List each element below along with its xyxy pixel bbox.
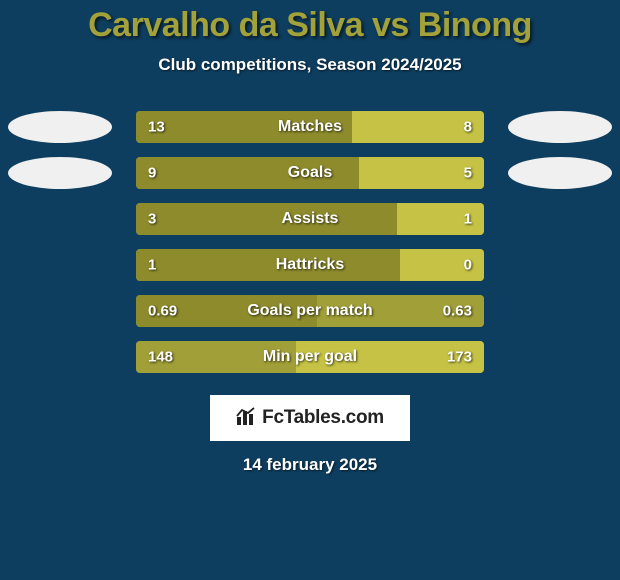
logo-text: FcTables.com <box>262 407 384 429</box>
content: Carvalho da Silva vs Binong Club competi… <box>0 0 620 580</box>
bar-track: 148173Min per goal <box>136 341 484 373</box>
bar-left <box>136 111 352 143</box>
value-right: 0 <box>464 257 472 274</box>
value-left: 0.69 <box>148 303 177 320</box>
value-right: 0.63 <box>443 303 472 320</box>
bar-track: 95Goals <box>136 157 484 189</box>
page-subtitle: Club competitions, Season 2024/2025 <box>158 55 461 75</box>
value-left: 9 <box>148 165 156 182</box>
comparison-chart: 138Matches95Goals31Assists10Hattricks0.6… <box>0 111 620 387</box>
stat-row: 0.690.63Goals per match <box>0 295 620 327</box>
avatar-left <box>8 111 112 143</box>
footer-date: 14 february 2025 <box>243 455 377 475</box>
page-title: Carvalho da Silva vs Binong <box>88 6 532 45</box>
value-left: 1 <box>148 257 156 274</box>
bar-track: 10Hattricks <box>136 249 484 281</box>
bar-left <box>136 249 400 281</box>
bar-track: 0.690.63Goals per match <box>136 295 484 327</box>
value-right: 8 <box>464 119 472 136</box>
stat-row: 31Assists <box>0 203 620 235</box>
value-right: 1 <box>464 211 472 228</box>
avatar-right <box>508 157 612 189</box>
bar-left <box>136 203 397 235</box>
avatar-right <box>508 111 612 143</box>
value-left: 148 <box>148 349 173 366</box>
bar-left <box>136 157 359 189</box>
bar-track: 31Assists <box>136 203 484 235</box>
stat-row: 148173Min per goal <box>0 341 620 373</box>
stat-row: 95Goals <box>0 157 620 189</box>
stat-row: 138Matches <box>0 111 620 143</box>
value-right: 173 <box>447 349 472 366</box>
bars-icon <box>236 407 258 430</box>
value-left: 3 <box>148 211 156 228</box>
value-left: 13 <box>148 119 165 136</box>
avatar-left <box>8 157 112 189</box>
value-right: 5 <box>464 165 472 182</box>
stat-row: 10Hattricks <box>0 249 620 281</box>
bar-track: 138Matches <box>136 111 484 143</box>
logo-box: FcTables.com <box>210 395 410 441</box>
